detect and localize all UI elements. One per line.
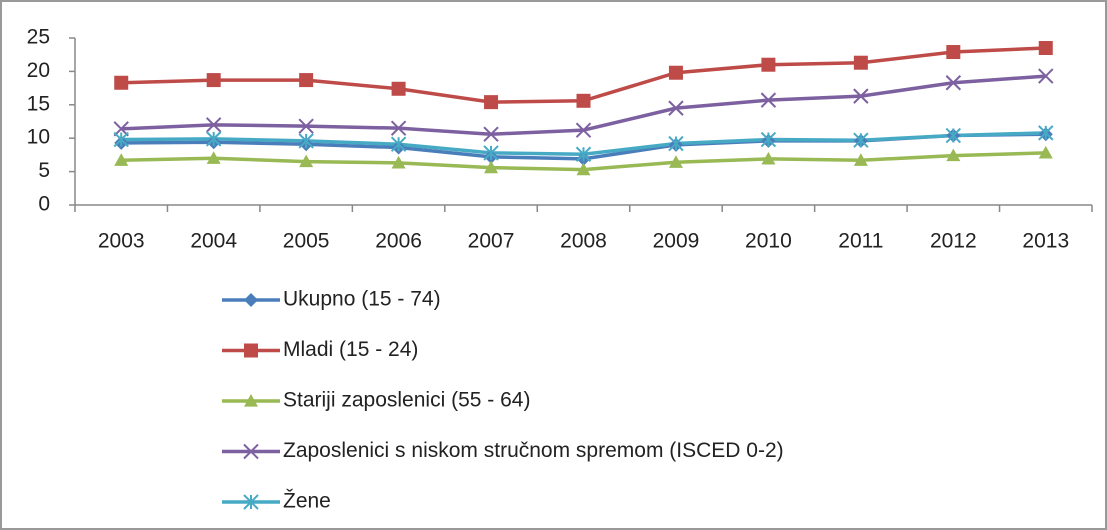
- marker: [946, 45, 961, 60]
- marker: [299, 154, 314, 168]
- marker: [575, 146, 592, 162]
- marker: [945, 75, 962, 91]
- x-tick-label: 2013: [1022, 230, 1069, 253]
- marker: [206, 73, 221, 88]
- marker: [761, 151, 776, 165]
- marker: [205, 131, 222, 147]
- marker: [668, 100, 684, 116]
- marker: [946, 148, 961, 162]
- marker: [760, 131, 777, 148]
- marker: [576, 93, 591, 108]
- x-tick-label: 2006: [375, 230, 422, 253]
- marker: [391, 81, 406, 96]
- marker: [576, 162, 591, 176]
- marker: [760, 92, 777, 108]
- marker: [484, 160, 499, 174]
- marker: [1038, 68, 1054, 84]
- marker: [484, 95, 499, 110]
- marker: [390, 120, 407, 136]
- marker: [298, 118, 314, 134]
- marker: [390, 136, 407, 152]
- marker: [299, 73, 314, 88]
- y-tick-label: 5: [38, 159, 50, 182]
- legend-label: Žene: [283, 490, 331, 513]
- marker: [1038, 125, 1054, 141]
- y-tick-label: 25: [27, 26, 50, 49]
- marker: [668, 155, 683, 168]
- x-tick-label: 2012: [930, 230, 977, 253]
- x-tick-label: 2009: [653, 230, 700, 253]
- x-tick-label: 2010: [745, 230, 792, 253]
- legend-marker: [244, 293, 258, 307]
- marker: [483, 126, 499, 142]
- legend-label: Ukupno (15 - 74): [283, 288, 441, 311]
- marker: [298, 133, 314, 149]
- legend-label: Zaposlenici s niskom stručnom spremom (I…: [283, 439, 784, 462]
- marker: [668, 65, 683, 80]
- legend-marker: [243, 494, 259, 510]
- legend-marker: [244, 343, 258, 358]
- marker: [853, 55, 868, 70]
- x-tick-label: 2004: [190, 230, 237, 253]
- marker: [206, 151, 221, 164]
- marker: [945, 127, 962, 144]
- x-tick-label: 2011: [838, 230, 883, 253]
- y-tick-label: 0: [38, 193, 50, 216]
- marker: [483, 145, 499, 161]
- marker: [761, 57, 776, 72]
- marker: [205, 117, 222, 133]
- marker: [1038, 41, 1053, 56]
- legend-label: Stariji zaposlenici (55 - 64): [283, 389, 530, 412]
- marker: [114, 75, 129, 90]
- marker: [391, 155, 406, 169]
- y-tick-label: 15: [27, 92, 50, 115]
- x-tick-label: 2003: [98, 230, 145, 253]
- legend-marker: [243, 443, 259, 460]
- marker: [1038, 145, 1053, 159]
- legend-marker: [244, 394, 258, 407]
- x-tick-label: 2008: [560, 230, 607, 253]
- marker: [668, 135, 684, 152]
- y-tick-label: 10: [27, 126, 50, 149]
- marker: [853, 132, 869, 148]
- marker: [853, 153, 868, 166]
- marker: [113, 131, 129, 148]
- marker: [114, 153, 129, 166]
- legend-label: Mladi (15 - 24): [283, 338, 418, 361]
- x-tick-label: 2007: [468, 230, 515, 253]
- marker: [853, 88, 869, 104]
- y-tick-label: 20: [27, 59, 50, 82]
- marker: [575, 122, 592, 138]
- x-tick-label: 2005: [283, 230, 330, 253]
